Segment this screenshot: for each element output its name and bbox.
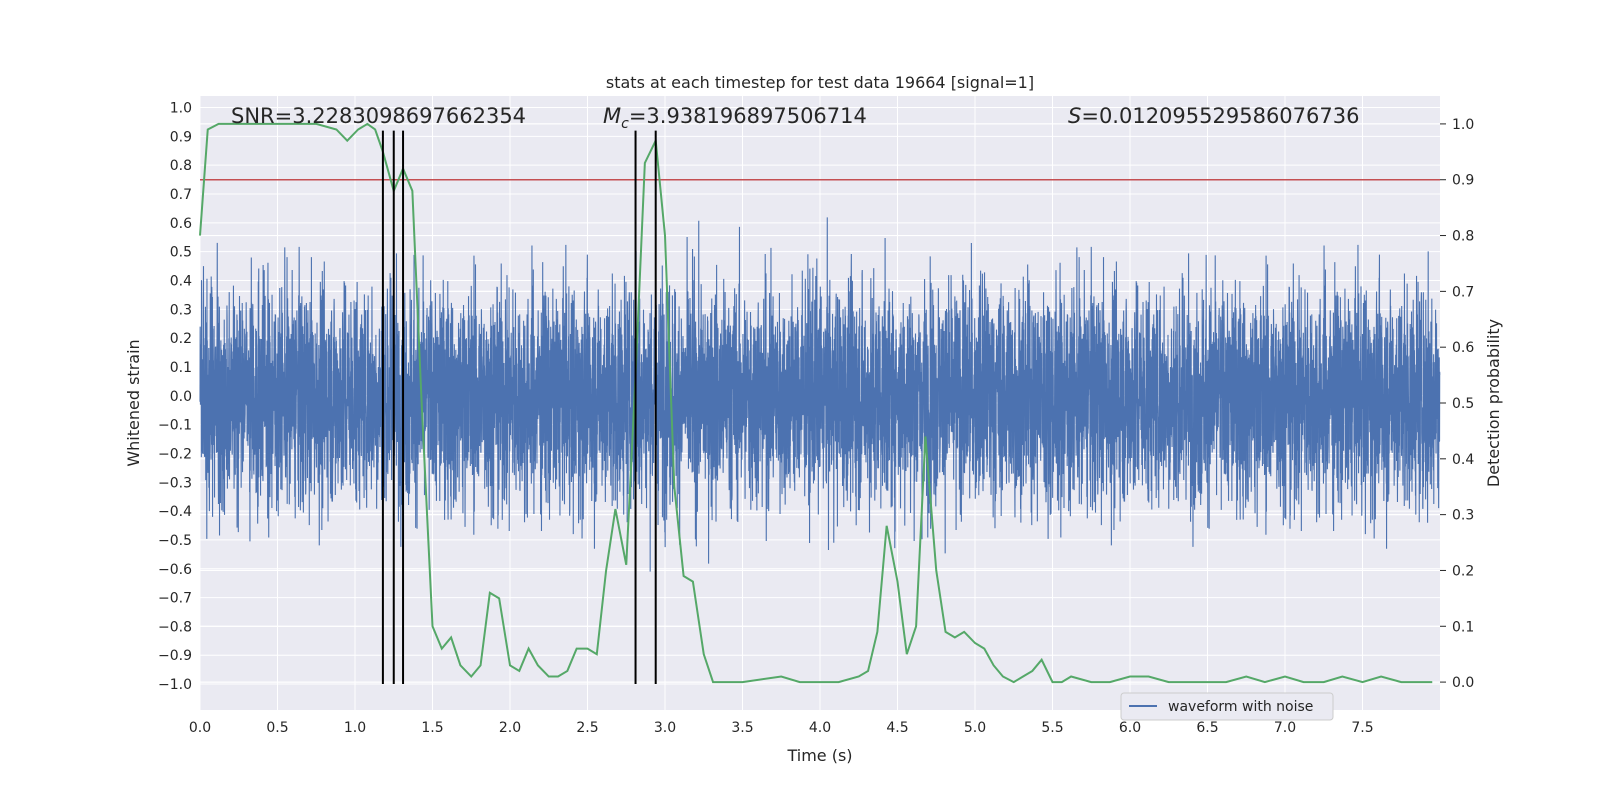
left-axis-ticks: 1.0 0.9 0.8 0.7 0.6 0.5 0.4 0.3 0.2 0.1 0.0 −0.1 −0.…	[158, 101, 192, 694]
right-tick-label: 0.4	[1452, 452, 1474, 468]
waveform-with-noise-line	[199, 217, 1441, 572]
right-tick-label: 0.6	[1452, 340, 1474, 356]
legend-box	[1120, 692, 1334, 721]
x-tick-label: 1.5	[421, 720, 443, 736]
right-axis-label: Detection probability	[1484, 319, 1503, 487]
right-tick-label: 0.2	[1452, 563, 1474, 579]
x-tick-label: 7.0	[1274, 720, 1296, 736]
chirp-mass-annotation: Mc=3.938196897506714	[603, 104, 867, 132]
right-tick-label: 0.1	[1452, 619, 1474, 635]
vertical-marker-lines	[381, 130, 657, 685]
right-tick-label: 0.3	[1452, 508, 1474, 524]
snr-annotation: SNR=3.2283098697662354	[231, 104, 526, 128]
detection-probability-line	[199, 122, 1433, 684]
chart-title: stats at each timestep for test data 196…	[606, 73, 1034, 92]
right-tick-label: 1.0	[1452, 117, 1474, 133]
left-tick-label: −0.3	[158, 475, 192, 491]
left-tick-label: −0.8	[158, 619, 192, 635]
left-tick-label: −1.0	[158, 677, 192, 693]
waveform-with-noise-series	[199, 217, 1441, 572]
left-tick-label: 0.8	[170, 158, 192, 174]
left-tick-label: 0.6	[170, 216, 192, 232]
legend-label: waveform with noise	[1168, 699, 1313, 715]
right-tick-label: 0.5	[1452, 396, 1474, 412]
left-tick-label: 0.1	[170, 360, 192, 376]
right-axis-ticks: 1.0 0.9 0.8 0.7 0.6 0.5 0.4 0.3 0.2 0.1 0.0	[1440, 117, 1474, 691]
x-tick-label: 6.0	[1119, 720, 1141, 736]
x-tick-label: 5.5	[1041, 720, 1063, 736]
x-tick-label: 4.0	[809, 720, 831, 736]
legend: waveform with noise	[1120, 692, 1334, 721]
x-tick-label: 2.5	[576, 720, 598, 736]
left-tick-label: 0.3	[170, 302, 192, 318]
x-tick-label: 1.0	[344, 720, 366, 736]
left-tick-label: −0.7	[158, 591, 192, 607]
left-tick-label: −0.4	[158, 504, 192, 520]
x-tick-label: 3.5	[731, 720, 753, 736]
right-tick-label: 0.0	[1452, 675, 1474, 691]
x-tick-label: 6.5	[1196, 720, 1218, 736]
right-tick-label: 0.8	[1452, 229, 1474, 245]
right-tick-label: 0.9	[1452, 173, 1474, 189]
x-tick-label: 2.0	[499, 720, 521, 736]
left-tick-label: 0.4	[170, 273, 192, 289]
x-tick-label: 7.5	[1351, 720, 1373, 736]
x-tick-label: 0.5	[266, 720, 288, 736]
left-tick-label: −0.9	[158, 648, 192, 664]
x-tick-label: 0.0	[189, 720, 211, 736]
left-tick-label: 0.5	[170, 245, 192, 261]
left-tick-label: 1.0	[170, 101, 192, 117]
left-tick-label: 0.0	[170, 389, 192, 405]
left-tick-label: −0.1	[158, 418, 192, 434]
s-statistic-annotation: S=0.012095529586076736	[1068, 104, 1359, 128]
x-axis-label: Time (s)	[786, 746, 852, 765]
x-tick-label: 5.0	[964, 720, 986, 736]
x-axis-ticks: 0.0 0.5 1.0 1.5 2.0 2.5 3.0 3.5 4.0 4.5 5.0 5.5 6.0 6…	[189, 720, 1374, 736]
detection-probability-series	[199, 122, 1433, 684]
x-tick-label: 3.0	[654, 720, 676, 736]
left-tick-label: −0.5	[158, 533, 192, 549]
left-tick-label: 0.9	[170, 129, 192, 145]
x-tick-label: 4.5	[886, 720, 908, 736]
left-tick-label: 0.2	[170, 331, 192, 347]
left-axis-label: Whitened strain	[124, 339, 143, 466]
left-tick-label: −0.2	[158, 446, 192, 462]
left-tick-label: −0.6	[158, 562, 192, 578]
left-tick-label: 0.7	[170, 187, 192, 203]
right-tick-label: 0.7	[1452, 284, 1474, 300]
